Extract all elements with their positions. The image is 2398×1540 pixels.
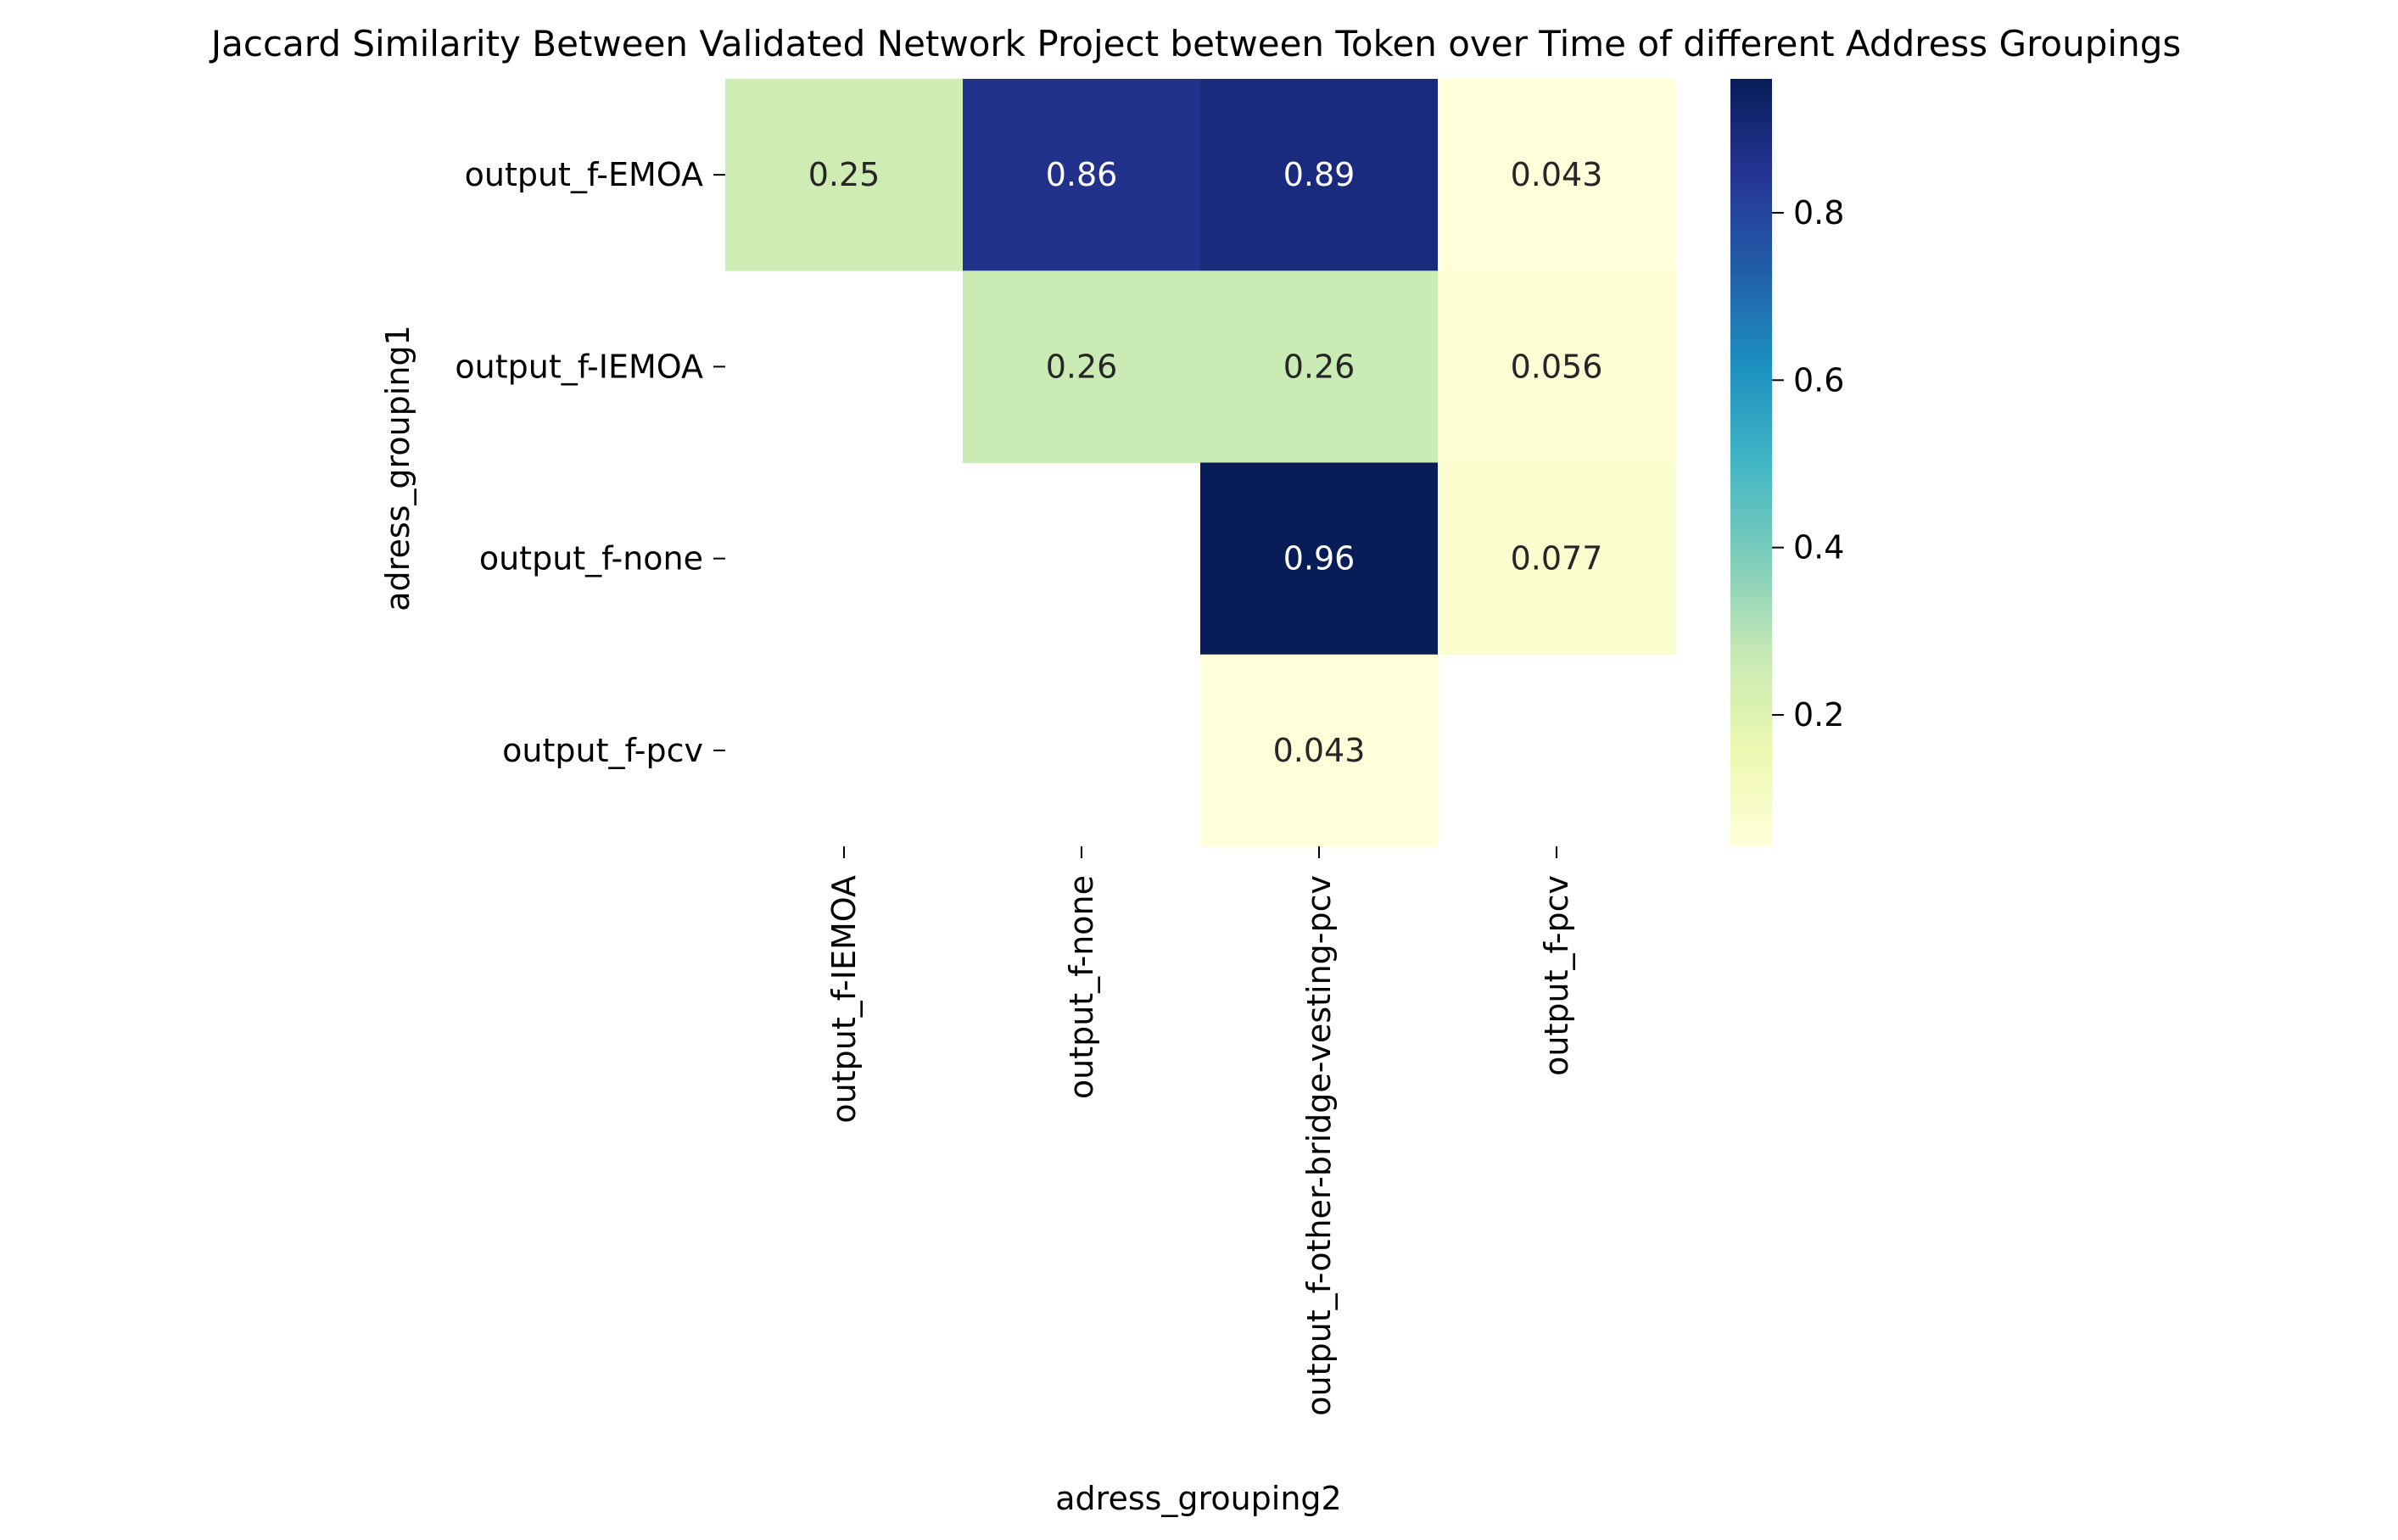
heatmap-cell — [963, 271, 1201, 463]
heatmap-cell — [1200, 271, 1439, 463]
cell-value-label: 0.077 — [1511, 540, 1603, 578]
cell-value-label: 0.043 — [1511, 156, 1603, 193]
cell-value-label: 0.26 — [1283, 348, 1356, 385]
y-tick-label: output_f-EMOA — [465, 156, 703, 193]
y-tick-label: output_f-pcv — [502, 732, 703, 769]
x-tick-label: output_f-none — [1063, 875, 1100, 1099]
cell-value-label: 0.043 — [1273, 732, 1366, 769]
cell-value-label: 0.26 — [1046, 348, 1118, 385]
colorbar-tick-label: 0.2 — [1793, 696, 1844, 734]
heatmap-cells: 0.25 0.86 0.89 0.043 0.26 0.26 0.056 0.96 0.077 0… — [725, 79, 1676, 847]
y-axis-label: adress_grouping1 — [379, 325, 416, 611]
chart-title: Jaccard Similarity Between Validated Net… — [209, 23, 2182, 64]
cell-value-label: 0.86 — [1046, 156, 1118, 193]
heatmap-cell — [1438, 79, 1676, 271]
heatmap-cell — [1200, 654, 1439, 847]
cell-value-label: 0.25 — [808, 156, 880, 193]
heatmap-cell — [1438, 462, 1676, 656]
y-axis-ticks: output_f-EMOA output_f-IEMOA output_f-none… — [455, 156, 725, 769]
colorbar-tick-label: 0.4 — [1793, 529, 1844, 566]
x-axis-label: adress_grouping2 — [1055, 1480, 1341, 1517]
x-tick-label: output_f-other-bridge-vesting-pcv — [1300, 875, 1338, 1416]
colorbar: 0.2 0.4 0.6 0.8 — [1730, 79, 1844, 846]
colorbar-gradient — [1730, 79, 1772, 846]
heatmap-cell — [963, 79, 1201, 271]
y-tick-label: output_f-IEMOA — [455, 348, 703, 385]
heatmap-cell — [1200, 462, 1439, 656]
x-axis-ticks: output_f-IEMOA output_f-none output_f-othe… — [825, 846, 1575, 1416]
cell-value-label: 0.89 — [1283, 156, 1356, 193]
heatmap-cell — [725, 79, 964, 271]
x-tick-label: output_f-IEMOA — [825, 875, 863, 1124]
colorbar-ticks: 0.2 0.4 0.6 0.8 — [1772, 194, 1844, 734]
cell-value-label: 0.96 — [1283, 540, 1356, 578]
y-tick-label: output_f-none — [479, 540, 703, 578]
heatmap-cell — [1438, 271, 1676, 463]
heatmap-cell — [1200, 79, 1439, 271]
cell-value-label: 0.056 — [1511, 348, 1603, 385]
colorbar-tick-label: 0.6 — [1793, 361, 1844, 399]
x-tick-label: output_f-pcv — [1538, 875, 1575, 1076]
colorbar-tick-label: 0.8 — [1793, 194, 1844, 232]
